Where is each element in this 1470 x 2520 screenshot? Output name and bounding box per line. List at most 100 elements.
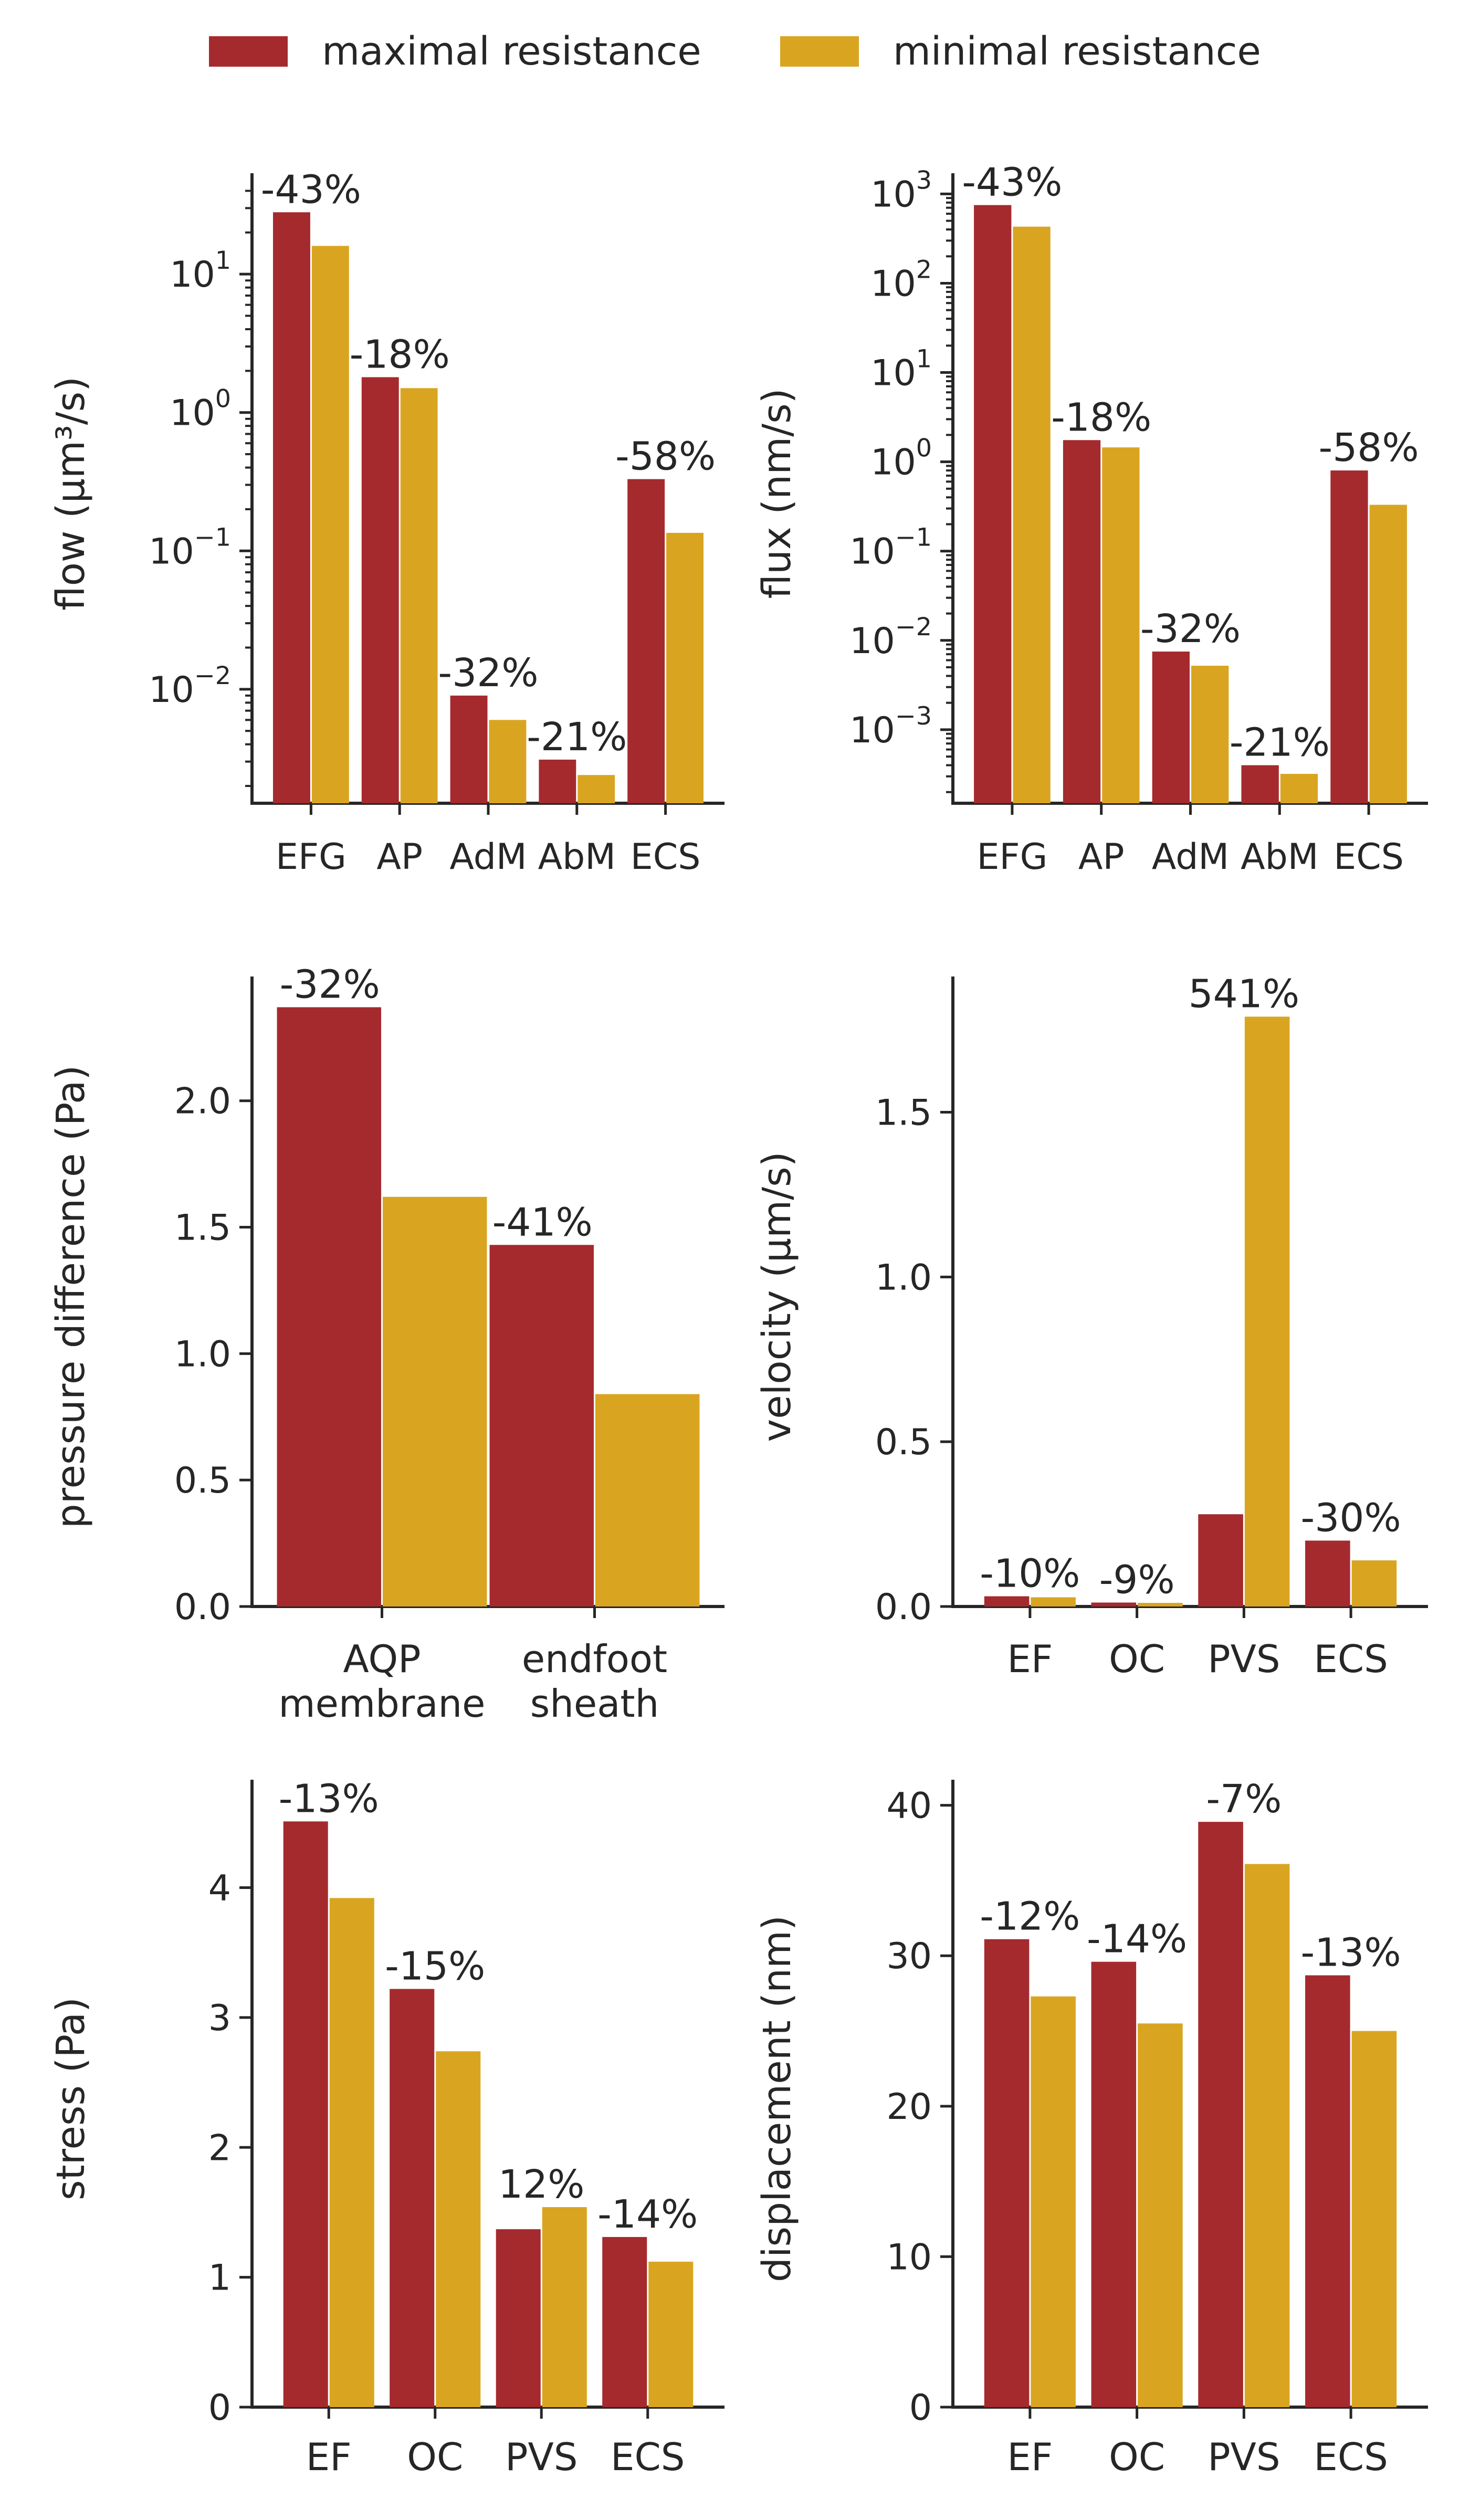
flow-bar-min: [311, 246, 349, 804]
stress-bar-max: [496, 2229, 541, 2407]
stress-bar-max: [602, 2236, 647, 2407]
velocity-category-label: ECS: [1314, 1637, 1388, 1681]
displacement-y-tick-label: 10: [886, 2236, 932, 2278]
flow-bar-max: [627, 479, 665, 803]
flux-bar-min: [1013, 226, 1051, 804]
pressure-bar-max: [489, 1245, 594, 1606]
displacement-category-label: PVS: [1208, 2435, 1280, 2479]
flux-y-label: flux (nm/s): [754, 388, 800, 598]
stress-bar-min: [648, 2261, 694, 2407]
pressure-bar-max: [277, 1007, 381, 1606]
velocity-change-label: -30%: [1301, 1495, 1401, 1540]
stress-category-label: PVS: [505, 2435, 578, 2479]
velocity-y-label: velocity (μm/s): [754, 1151, 800, 1442]
flux-y-tick-label: 101: [870, 345, 932, 394]
flow-change-label: -43%: [261, 167, 361, 212]
displacement-change-label: -13%: [1301, 1930, 1401, 1976]
flux-bar-min: [1369, 505, 1407, 803]
flux-bar-max: [1152, 652, 1190, 803]
stress-change-label: -13%: [279, 1776, 379, 1821]
pressure-bar-min: [383, 1196, 487, 1606]
stress-y-tick-label: 1: [208, 2258, 231, 2299]
displacement-y-tick-label: 20: [886, 2086, 932, 2128]
legend-item-maximal: maximal resistance: [209, 29, 701, 74]
flux-y-tick-label: 10−3: [849, 702, 932, 751]
legend-label-maximal: maximal resistance: [322, 29, 701, 74]
flow-bar-min: [489, 720, 527, 803]
flux-change-label: -58%: [1319, 425, 1419, 470]
velocity-y-tick-label: 0.5: [875, 1422, 932, 1463]
flow-bar-min: [666, 532, 704, 803]
stress-y-tick-label: 3: [208, 1998, 231, 2039]
flow-y-tick-label: 101: [170, 246, 231, 296]
displacement-y-label: displacement (nm): [754, 1915, 800, 2282]
pressure-change-label: -41%: [492, 1200, 593, 1245]
stress-bar-max: [390, 1989, 435, 2407]
flux-bar-max: [1063, 440, 1101, 803]
displacement-change-label: -14%: [1087, 1917, 1187, 1962]
flow-y-tick-label: 10−1: [149, 523, 231, 572]
velocity-y-tick-label: 0.0: [875, 1587, 932, 1628]
displacement-bar-min: [1244, 1864, 1290, 2407]
stress-category-label: ECS: [611, 2435, 685, 2479]
flux-change-label: -32%: [1140, 606, 1241, 652]
flux-chart: 10−3 10−2 10−1 100 101 102 103 flux (nm/s) -43% E…: [754, 160, 1428, 878]
pressure-y-tick-label: 2.0: [174, 1081, 231, 1122]
velocity-bar-max: [1091, 1602, 1137, 1606]
stress-change-label: -14%: [597, 2192, 698, 2237]
flow-category-label: EFG: [276, 836, 346, 878]
flux-bar-max: [1241, 765, 1279, 803]
pressure-category-label: endfoot: [522, 1637, 667, 1681]
flow-bar-max: [539, 759, 576, 803]
displacement-chart: 0 10 20 30 40 displacement (nm) -12% EF -14% OC -7…: [754, 1777, 1428, 2479]
displacement-bar-min: [1031, 1996, 1076, 2407]
displacement-bar-max: [1198, 1822, 1243, 2407]
flow-category-label: AbM: [538, 836, 616, 878]
stress-category-label: OC: [407, 2435, 463, 2479]
flow-category-label: AP: [376, 836, 423, 878]
flow-bar-max: [361, 377, 399, 803]
stress-y-tick-label: 2: [208, 2127, 231, 2169]
stress-category-label: EF: [306, 2435, 352, 2479]
pressure-category-label: sheath: [530, 1682, 659, 1726]
flux-category-label: AP: [1078, 836, 1125, 878]
pressure-category-label: AQP: [343, 1637, 421, 1681]
flow-change-label: -58%: [615, 434, 716, 479]
flux-y-tick-label: 103: [870, 166, 932, 215]
velocity-y-tick-label: 1.0: [875, 1257, 932, 1298]
velocity-chart: 0.0 0.5 1.0 1.5 velocity (μm/s) -10% EF -9% OC 54…: [754, 971, 1428, 1681]
flow-y-tick-label: 10−2: [149, 662, 231, 711]
displacement-bar-max: [1305, 1975, 1350, 2407]
flux-category-label: ECS: [1334, 836, 1404, 878]
flow-bar-max: [450, 695, 488, 803]
stress-chart: 0 1 2 3 4 stress (Pa) -13% EF -15% OC 12% PVS -14% EC…: [48, 1776, 724, 2479]
displacement-y-tick-label: 0: [909, 2387, 932, 2429]
legend-item-minimal: minimal resistance: [780, 29, 1261, 74]
velocity-change-label: 541%: [1189, 971, 1300, 1016]
flux-change-label: -21%: [1230, 720, 1330, 765]
stress-bar-min: [436, 2051, 481, 2407]
velocity-category-label: OC: [1109, 1637, 1165, 1681]
legend-label-minimal: minimal resistance: [892, 29, 1261, 74]
displacement-bar-max: [1091, 1961, 1137, 2407]
stress-bar-max: [283, 1821, 328, 2407]
velocity-bar-min: [1031, 1597, 1076, 1606]
velocity-change-label: -9%: [1099, 1557, 1175, 1602]
stress-change-label: 12%: [498, 2162, 584, 2207]
pressure-y-tick-label: 1.0: [174, 1334, 231, 1375]
flux-bar-max: [974, 205, 1012, 804]
velocity-category-label: PVS: [1208, 1637, 1280, 1681]
displacement-bar-max: [984, 1939, 1030, 2407]
flux-y-tick-label: 100: [870, 434, 932, 484]
flow-bar-min: [400, 388, 438, 803]
flux-category-label: EFG: [977, 836, 1048, 878]
legend: maximal resistance minimal resistance: [0, 29, 1470, 74]
flow-y-tick-label: 100: [170, 385, 231, 434]
flux-bar-min: [1280, 774, 1318, 803]
velocity-y-tick-label: 1.5: [875, 1093, 932, 1134]
flux-y-tick-label: 10−2: [849, 613, 932, 662]
flow-category-label: ECS: [631, 836, 701, 878]
velocity-category-label: EF: [1007, 1637, 1053, 1681]
flux-y-tick-label: 10−1: [849, 523, 932, 573]
